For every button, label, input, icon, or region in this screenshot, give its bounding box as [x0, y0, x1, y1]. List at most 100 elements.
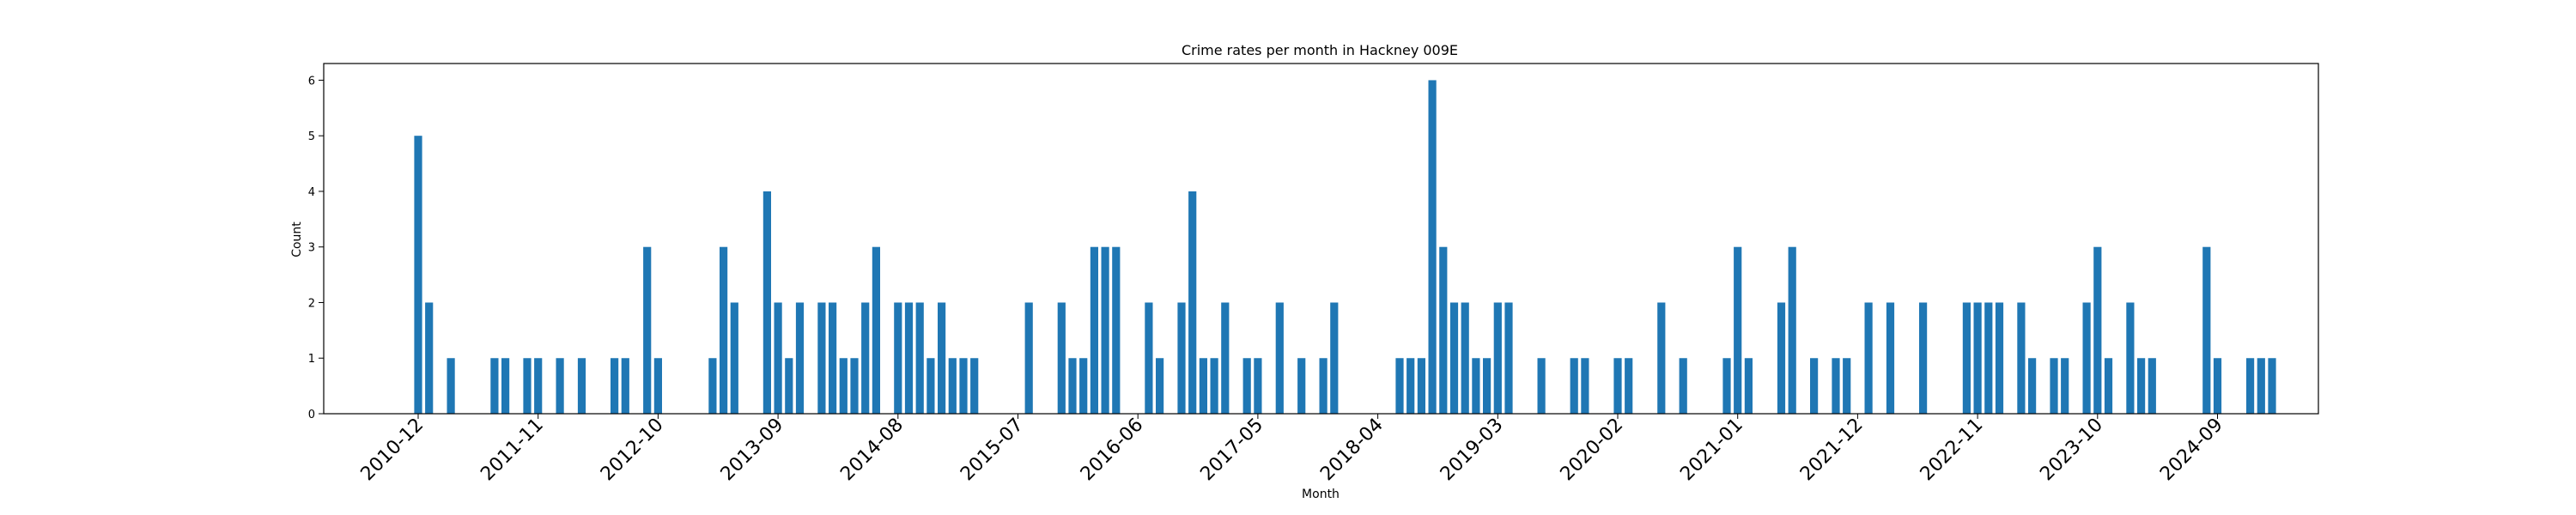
bar-2014-09 [904, 302, 914, 414]
bar-2013-11 [795, 302, 805, 414]
y-tick-label: 5 [308, 130, 315, 143]
bar-2022-10 [1962, 302, 1971, 414]
bar-2014-02 [829, 302, 837, 414]
bar-2014-06 [872, 246, 880, 414]
x-tick-label: 2013-09 [717, 415, 788, 486]
bar-2011-08 [501, 358, 510, 414]
bar-2012-01 [556, 358, 564, 414]
x-tick-label: 2010-12 [357, 415, 428, 486]
bar-2021-08 [1810, 358, 1819, 414]
bar-2013-08 [762, 191, 771, 414]
bar-2021-11 [1843, 358, 1851, 414]
bar-2024-08 [2202, 246, 2211, 414]
x-tick-label: 2024-09 [2156, 415, 2227, 486]
bar-2023-09 [2082, 302, 2091, 414]
x-tick-label: 2023-10 [2036, 415, 2107, 486]
bar-2024-09 [2213, 358, 2222, 414]
bar-2018-08 [1417, 358, 1425, 414]
bar-2014-11 [927, 358, 935, 414]
x-axis-label: Month [1302, 488, 1340, 501]
x-axis: 2010-12 2011-11 2012-10 2013-09 2014-08 2015-… [357, 414, 2227, 485]
x-tick-label: 2011-11 [477, 415, 548, 486]
bar-2025-02 [2268, 358, 2276, 414]
bar-2015-08 [1024, 302, 1033, 414]
bar-2017-01 [1210, 358, 1218, 414]
bar-2017-12 [1330, 302, 1339, 414]
bar-2014-10 [915, 302, 924, 414]
bar-2012-07 [621, 358, 629, 414]
bar-2018-10 [1439, 246, 1448, 414]
bar-2013-09 [774, 302, 782, 414]
bar-2012-06 [611, 358, 619, 414]
bar-2019-07 [1537, 358, 1546, 414]
bar-2018-06 [1395, 358, 1404, 414]
bar-2023-01 [1995, 302, 2004, 414]
bar-2017-09 [1297, 358, 1306, 414]
bar-2014-12 [938, 302, 946, 414]
bar-2016-04 [1112, 246, 1121, 414]
x-tick-label: 2018-04 [1316, 415, 1388, 486]
bar-2024-12 [2246, 358, 2255, 414]
x-tick-label: 2012-10 [597, 415, 668, 486]
bar-2012-03 [577, 358, 586, 414]
bar-2020-03 [1625, 358, 1633, 414]
bars-group [414, 80, 2276, 415]
x-tick-label: 2019-03 [1437, 415, 1508, 486]
bar-2014-03 [839, 358, 848, 414]
bar-2022-06 [1919, 302, 1928, 414]
bar-2018-11 [1449, 302, 1459, 414]
plot-frame [323, 63, 2319, 415]
chart-title: Crime rates per month in Hackney 009E [1182, 42, 1458, 58]
bar-2011-03 [447, 358, 455, 414]
bar-2021-02 [1744, 358, 1753, 414]
x-tick-label: 2016-06 [1077, 415, 1148, 486]
bar-2011-01 [425, 302, 434, 414]
bar-2022-01 [1864, 302, 1873, 414]
bar-2019-03 [1493, 302, 1502, 414]
bar-2015-02 [959, 358, 968, 414]
bar-2015-01 [948, 358, 957, 414]
bar-2013-04 [720, 246, 728, 414]
bar-2013-05 [730, 302, 738, 414]
bar-2023-11 [2104, 358, 2113, 414]
y-tick-label: 6 [308, 75, 315, 88]
bar-2014-05 [861, 302, 870, 414]
y-tick-label: 2 [308, 297, 315, 310]
bar-2020-02 [1613, 358, 1622, 414]
bar-2016-02 [1090, 246, 1098, 414]
x-tick-label: 2014-08 [836, 415, 908, 486]
bar-2016-11 [1188, 191, 1197, 414]
bar-2023-03 [2017, 302, 2026, 414]
bar-2015-12 [1068, 358, 1077, 414]
bar-2013-10 [785, 358, 793, 414]
bar-2017-05 [1254, 358, 1262, 414]
bar-2021-05 [1777, 302, 1786, 414]
bar-2020-06 [1657, 302, 1666, 414]
bar-2019-04 [1504, 302, 1513, 414]
bar-2022-11 [1973, 302, 1982, 414]
bar-2021-10 [1832, 358, 1840, 414]
bar-2019-10 [1570, 358, 1578, 414]
x-tick-label: 2022-11 [1917, 415, 1988, 486]
bar-2015-11 [1057, 302, 1066, 414]
bar-2012-09 [643, 246, 652, 414]
bar-2024-03 [2148, 358, 2156, 414]
bar-2024-01 [2126, 302, 2135, 414]
y-axis-label: Count [290, 221, 304, 258]
bar-2011-11 [534, 358, 543, 414]
bar-2016-01 [1079, 358, 1088, 414]
bar-2024-02 [2137, 358, 2146, 414]
bar-2018-09 [1428, 80, 1437, 415]
bar-2014-01 [817, 302, 826, 414]
y-axis: 0 1 2 3 4 5 6 [308, 75, 324, 421]
x-tick-label: 2015-07 [957, 415, 1028, 486]
bar-2011-10 [523, 358, 532, 414]
bar-2017-02 [1221, 302, 1230, 414]
bar-2013-03 [708, 358, 717, 414]
bar-2020-08 [1679, 358, 1687, 414]
bar-2023-06 [2050, 358, 2058, 414]
bar-2025-01 [2257, 358, 2265, 414]
bar-2023-04 [2028, 358, 2037, 414]
y-tick-label: 3 [308, 242, 315, 255]
